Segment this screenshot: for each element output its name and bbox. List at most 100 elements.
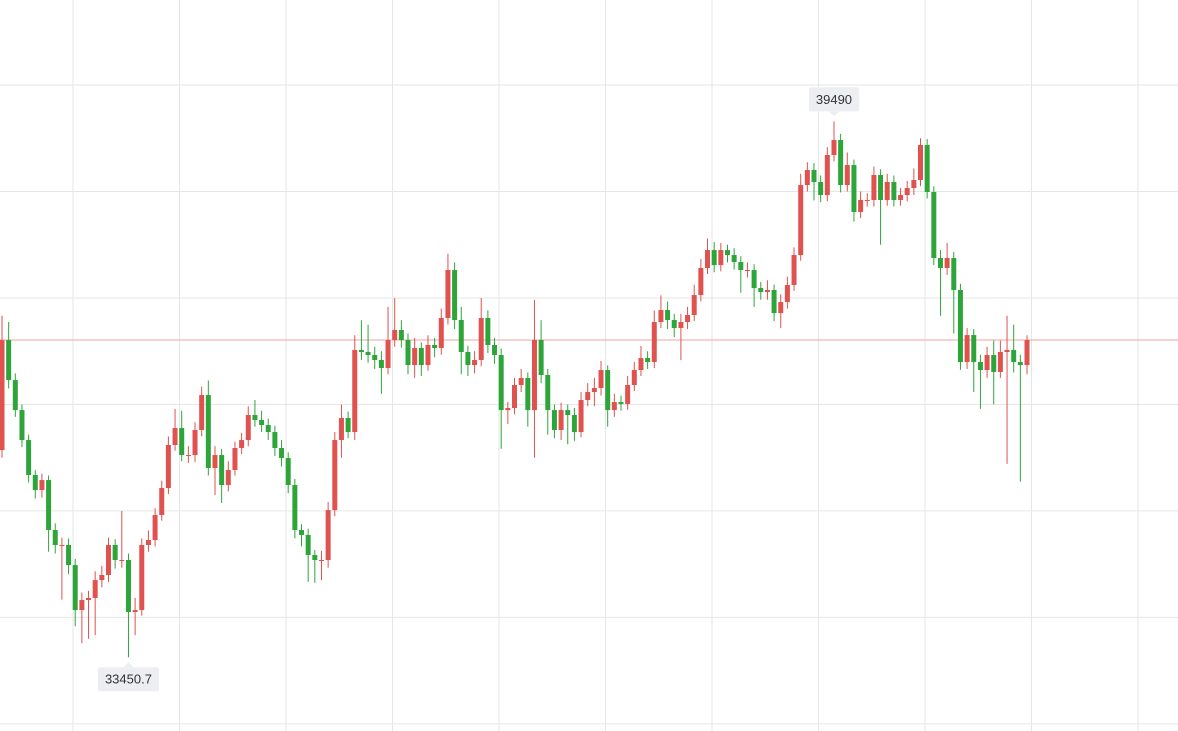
candle-body: [997, 352, 1003, 372]
candle-body: [591, 388, 597, 393]
candle-body: [964, 335, 970, 363]
candle-body: [1017, 362, 1023, 366]
candle-body: [731, 255, 737, 263]
candle-body: [691, 295, 697, 316]
candle-body: [918, 144, 924, 181]
candle-body: [119, 560, 125, 562]
candle-body: [618, 402, 624, 405]
candle-body: [798, 185, 804, 256]
candle-body: [864, 200, 870, 202]
candle-body: [318, 560, 324, 562]
candle-body: [112, 545, 118, 561]
candle-body: [631, 370, 637, 386]
candle-body: [751, 270, 757, 289]
candle-body: [272, 432, 278, 449]
candle-body: [764, 289, 770, 293]
candle-body: [771, 289, 777, 314]
candle-body: [478, 318, 484, 360]
extreme-label: 39490: [816, 92, 852, 107]
candle-body: [744, 270, 750, 272]
candle-body: [931, 192, 937, 259]
candle-body: [957, 289, 963, 363]
candle-body: [6, 340, 12, 381]
candle-body: [665, 310, 671, 320]
candle-body: [59, 545, 65, 547]
candle-body: [784, 285, 790, 303]
candle-body: [345, 418, 351, 433]
candle-body: [651, 322, 657, 363]
candle-body: [512, 385, 517, 409]
candle-body: [265, 425, 271, 433]
candle-body: [638, 358, 644, 371]
candle-body: [858, 200, 864, 212]
candle-body: [851, 165, 857, 212]
candle-body: [165, 445, 171, 489]
candle-body: [232, 448, 238, 471]
candle-body: [86, 597, 92, 601]
candle-body: [804, 170, 810, 186]
candle-body: [971, 335, 977, 363]
candle-body: [252, 415, 258, 420]
candle-body: [385, 340, 391, 368]
candle-body: [99, 575, 105, 581]
candle-body: [565, 410, 571, 416]
candle-body: [811, 170, 817, 182]
candle-body: [991, 355, 997, 372]
label-box: [808, 87, 860, 112]
candle-body: [245, 415, 251, 441]
candle-body: [465, 352, 471, 366]
candle-body: [685, 315, 691, 323]
candle-body: [944, 258, 950, 268]
candle-body: [1024, 340, 1030, 366]
candle-body: [838, 140, 844, 186]
candle-body: [179, 428, 185, 456]
candle-body: [19, 410, 25, 441]
candle-body: [438, 318, 444, 349]
candle-body: [358, 349, 364, 353]
candle-body: [46, 480, 52, 531]
candle-body: [472, 359, 478, 366]
candle-body: [937, 258, 943, 268]
candle-body: [891, 181, 897, 201]
label-pointer: [123, 662, 134, 668]
candle-body: [132, 610, 138, 613]
candle-body: [605, 370, 611, 411]
candle-body: [698, 267, 704, 296]
candle-body: [205, 395, 211, 468]
candle-body: [125, 560, 131, 613]
candle-body: [445, 270, 451, 319]
candle-body: [824, 155, 830, 196]
candle-body: [152, 515, 158, 541]
candle-body: [105, 545, 111, 576]
label-box: [97, 667, 159, 692]
candle-body: [66, 545, 72, 566]
extreme-label: 33450.7: [105, 672, 152, 687]
candle-body: [898, 195, 904, 201]
candle-body: [12, 380, 18, 411]
candle-body: [984, 355, 990, 371]
candle-body: [645, 358, 651, 363]
candle-body: [458, 319, 464, 353]
candle-body: [26, 440, 32, 475]
candle-body: [398, 330, 404, 341]
candle-body: [239, 440, 245, 449]
candle-body: [39, 480, 45, 490]
candle-body: [977, 362, 983, 371]
candle-body: [525, 378, 531, 411]
candle-body: [531, 340, 537, 411]
candle-body: [365, 352, 371, 356]
candle-body: [878, 174, 884, 201]
candle-body: [312, 555, 318, 561]
candle-body: [818, 181, 824, 196]
candle-body: [292, 485, 298, 531]
candle-body: [884, 181, 890, 201]
candle-body: [332, 440, 338, 511]
candle-body: [871, 174, 877, 201]
candle-body: [325, 510, 331, 561]
candle-body: [518, 378, 524, 386]
candle-body: [778, 302, 784, 314]
label-pointer: [828, 111, 839, 117]
candle-body: [259, 419, 265, 426]
candle-body: [611, 402, 617, 411]
